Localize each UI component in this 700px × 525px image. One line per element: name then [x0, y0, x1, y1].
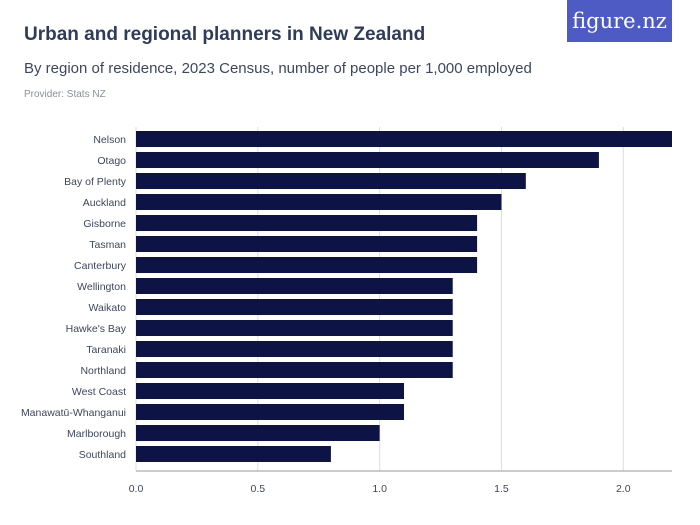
- category-label: Manawatū-Whanganui: [21, 407, 126, 419]
- bar: [136, 320, 453, 336]
- bar: [136, 215, 478, 231]
- category-label: Southland: [79, 449, 126, 461]
- bar: [136, 425, 380, 441]
- category-label: Taranaki: [86, 344, 126, 356]
- figure-nz-logo[interactable]: figure.nz: [567, 0, 672, 42]
- category-label: Bay of Plenty: [64, 176, 127, 188]
- category-label: Hawke's Bay: [66, 323, 127, 335]
- category-label: Nelson: [93, 134, 126, 146]
- bar: [136, 446, 331, 462]
- bar: [136, 131, 672, 147]
- provider-label: Provider: Stats NZ: [24, 89, 106, 100]
- chart-subtitle: By region of residence, 2023 Census, num…: [24, 60, 532, 77]
- bar: [136, 257, 478, 273]
- category-label: Tasman: [89, 239, 126, 251]
- category-label: Wellington: [77, 281, 126, 293]
- category-label: Auckland: [83, 197, 126, 209]
- bar: [136, 278, 453, 294]
- category-label: Marlborough: [67, 428, 126, 440]
- category-label: West Coast: [72, 386, 126, 398]
- x-tick-label: 2.0: [616, 483, 631, 495]
- category-label: Otago: [97, 155, 126, 167]
- category-label: Waikato: [88, 302, 126, 314]
- category-label: Northland: [80, 365, 126, 377]
- chart-title: Urban and regional planners in New Zeala…: [24, 24, 426, 45]
- bar: [136, 341, 453, 357]
- bar: [136, 299, 453, 315]
- x-tick-label: 0.5: [251, 483, 266, 495]
- bar: [136, 362, 453, 378]
- category-label: Canterbury: [74, 260, 127, 272]
- x-tick-label: 1.0: [372, 483, 387, 495]
- bar: [136, 194, 502, 210]
- x-tick-label: 1.5: [494, 483, 509, 495]
- bar: [136, 236, 478, 252]
- bar: [136, 152, 599, 168]
- x-tick-label: 0.0: [129, 483, 144, 495]
- bar: [136, 383, 404, 399]
- bar: [136, 173, 526, 189]
- bar: [136, 404, 404, 420]
- category-label: Gisborne: [83, 218, 126, 230]
